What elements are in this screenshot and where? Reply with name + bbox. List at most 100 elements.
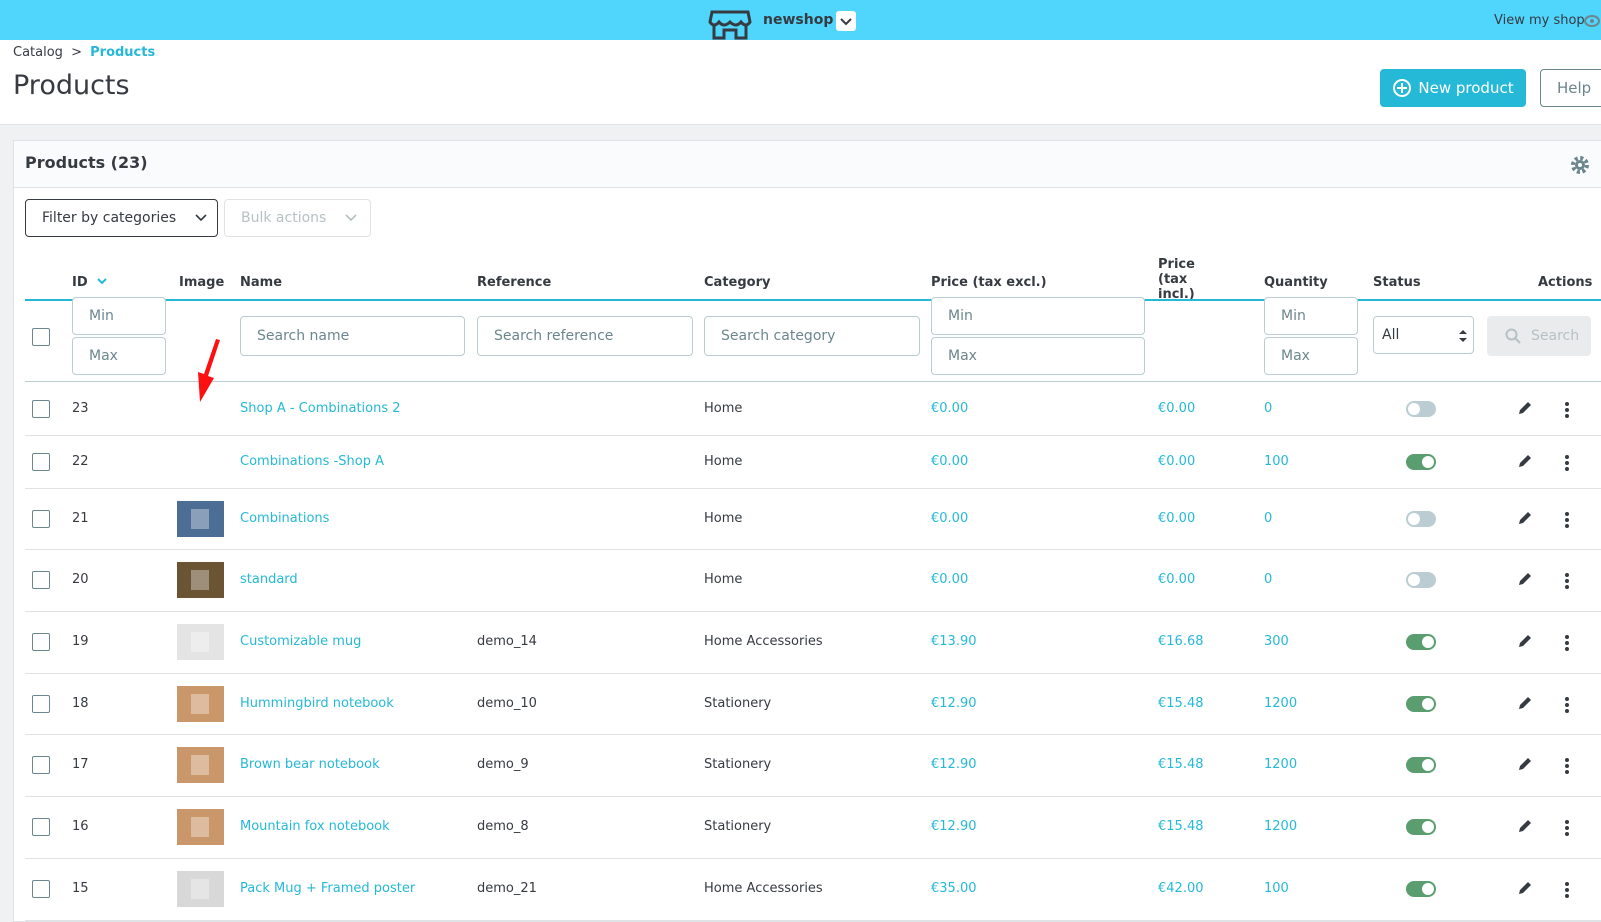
price-excl-link[interactable]: €0.00	[931, 572, 969, 587]
quantity-link[interactable]: 300	[1264, 634, 1289, 649]
status-toggle[interactable]	[1406, 453, 1436, 470]
price-incl-link[interactable]: €0.00	[1158, 510, 1196, 526]
row-checkbox[interactable]	[32, 399, 50, 418]
breadcrumb-current[interactable]: Products	[90, 45, 156, 60]
price-excl-link[interactable]: €13.90	[931, 634, 977, 649]
price-max-input[interactable]: Max	[931, 337, 1145, 375]
edit-button[interactable]	[1516, 509, 1534, 527]
product-name-link[interactable]: Mountain fox notebook	[240, 819, 390, 834]
quantity-link[interactable]: 1200	[1264, 695, 1298, 711]
price-incl-link[interactable]: €0.00	[1158, 400, 1196, 416]
price-incl-link[interactable]: €15.48	[1158, 757, 1204, 772]
toggle-knob[interactable]	[1422, 759, 1434, 771]
more-menu-button[interactable]	[1564, 881, 1570, 899]
price-incl-link[interactable]: €42.00	[1158, 881, 1204, 896]
quantity-min-input[interactable]: Min	[1264, 297, 1358, 335]
quantity-link[interactable]: 1200	[1264, 757, 1298, 772]
category-input[interactable]: Search category	[704, 316, 920, 356]
row-checkbox[interactable]	[32, 756, 50, 774]
quantity-link[interactable]: 0	[1264, 572, 1273, 587]
quantity-link[interactable]: 0	[1264, 400, 1273, 416]
status-select[interactable]: All	[1373, 316, 1474, 354]
select-all-checkbox[interactable]	[32, 328, 50, 346]
filter-categories-button[interactable]: Filter by categories	[25, 199, 218, 237]
toggle-knob[interactable]	[1422, 883, 1434, 895]
edit-button[interactable]	[1516, 879, 1534, 897]
row-checkbox[interactable]	[32, 818, 50, 836]
status-toggle[interactable]	[1406, 695, 1436, 712]
price-excl-link[interactable]: €0.00	[931, 453, 969, 469]
more-menu-button[interactable]	[1564, 696, 1570, 714]
product-name-link[interactable]: Combinations -Shop A	[240, 453, 384, 469]
more-menu-button[interactable]	[1564, 511, 1570, 529]
quantity-max-input[interactable]: Max	[1264, 337, 1358, 375]
bulk-actions-button[interactable]: Bulk actions	[224, 199, 371, 237]
row-checkbox[interactable]	[32, 452, 50, 471]
toggle-knob[interactable]	[1422, 636, 1434, 648]
price-incl-link[interactable]: €16.68	[1158, 634, 1204, 649]
price-incl-link[interactable]: €15.48	[1158, 695, 1204, 711]
name-input[interactable]: Search name	[240, 316, 465, 356]
price-excl-link[interactable]: €12.90	[931, 819, 977, 834]
select-arrows[interactable]	[1458, 329, 1468, 343]
row-checkbox[interactable]	[32, 571, 50, 589]
shop-dropdown[interactable]	[836, 11, 856, 31]
edit-button[interactable]	[1516, 694, 1534, 712]
edit-button[interactable]	[1516, 452, 1534, 470]
more-menu-button[interactable]	[1564, 454, 1570, 472]
row-checkbox[interactable]	[32, 694, 50, 713]
price-incl-link[interactable]: €0.00	[1158, 453, 1196, 469]
price-excl-link[interactable]: €35.00	[931, 881, 977, 896]
more-menu-button[interactable]	[1564, 401, 1570, 419]
edit-button[interactable]	[1516, 632, 1534, 650]
price-min-input[interactable]: Min	[931, 297, 1145, 335]
help-button[interactable]: Help	[1540, 69, 1601, 107]
quantity-link[interactable]: 1200	[1264, 819, 1298, 834]
product-name-link[interactable]: Combinations	[240, 510, 330, 526]
id-max-input[interactable]: Max	[72, 337, 166, 375]
toggle-knob[interactable]	[1422, 455, 1434, 468]
product-name-link[interactable]: Shop A - Combinations 2	[240, 400, 401, 416]
price-incl-link[interactable]: €0.00	[1158, 572, 1196, 587]
quantity-link[interactable]: 0	[1264, 510, 1273, 526]
edit-button[interactable]	[1516, 570, 1534, 588]
settings-icon[interactable]	[1570, 155, 1590, 175]
search-button[interactable]: Search	[1487, 316, 1591, 356]
status-toggle[interactable]	[1406, 757, 1436, 773]
shop-name[interactable]: newshop	[763, 12, 834, 28]
price-excl-link[interactable]: €12.90	[931, 695, 977, 711]
row-checkbox[interactable]	[32, 880, 50, 898]
new-product-button[interactable]: New product	[1380, 69, 1526, 107]
product-name-link[interactable]: Brown bear notebook	[240, 757, 380, 772]
toggle-knob[interactable]	[1422, 697, 1434, 710]
status-toggle[interactable]	[1406, 881, 1436, 897]
quantity-link[interactable]: 100	[1264, 453, 1289, 469]
price-excl-link[interactable]: €0.00	[931, 400, 969, 416]
edit-button[interactable]	[1516, 817, 1534, 835]
status-toggle[interactable]	[1406, 819, 1436, 835]
quantity-link[interactable]: 100	[1264, 881, 1289, 896]
more-menu-button[interactable]	[1564, 634, 1570, 652]
view-shop-link[interactable]: View my shop	[1494, 13, 1585, 28]
row-checkbox[interactable]	[32, 633, 50, 651]
price-incl-link[interactable]: €15.48	[1158, 819, 1204, 834]
price-excl-link[interactable]: €0.00	[931, 510, 969, 526]
toggle-knob[interactable]	[1408, 402, 1420, 415]
price-excl-link[interactable]: €12.90	[931, 757, 977, 772]
breadcrumb-parent[interactable]: Catalog	[13, 45, 63, 60]
product-name-link[interactable]: Customizable mug	[240, 634, 362, 649]
product-name-link[interactable]: Pack Mug + Framed poster	[240, 881, 416, 896]
status-toggle[interactable]	[1406, 634, 1436, 650]
more-menu-button[interactable]	[1564, 757, 1570, 775]
more-menu-button[interactable]	[1564, 819, 1570, 837]
product-name-link[interactable]: standard	[240, 572, 298, 587]
status-toggle[interactable]	[1406, 400, 1436, 417]
product-name-link[interactable]: Hummingbird notebook	[240, 695, 394, 711]
id-min-input[interactable]: Min	[72, 297, 166, 335]
toggle-knob[interactable]	[1422, 821, 1434, 833]
reference-input[interactable]: Search reference	[477, 316, 693, 356]
toggle-knob[interactable]	[1408, 512, 1420, 525]
row-checkbox[interactable]	[32, 509, 50, 528]
status-toggle[interactable]	[1406, 572, 1436, 588]
toggle-knob[interactable]	[1408, 574, 1420, 586]
